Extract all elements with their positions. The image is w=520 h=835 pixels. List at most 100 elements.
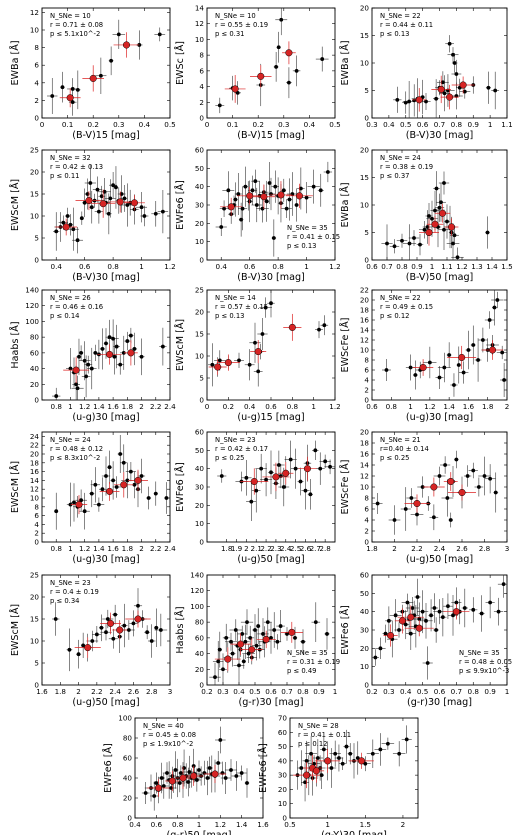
data-point [197, 768, 201, 772]
binned-point [154, 784, 163, 792]
data-point [100, 347, 105, 351]
binned-point [431, 220, 439, 228]
data-point [84, 374, 88, 379]
x-axis-label: (B-V)15 [mag] [72, 130, 140, 141]
x-tick-label: 3 [505, 544, 510, 553]
data-point [118, 362, 123, 367]
data-point [61, 220, 66, 225]
data-point [75, 238, 80, 243]
x-tick-label: 0.4 [304, 120, 316, 129]
x-tick-label: 1 [408, 402, 413, 411]
data-point [439, 200, 443, 205]
y-axis-label: EWScM [Å] [8, 461, 21, 513]
plot-frame [41, 289, 171, 401]
x-tick-label: 2.5 [290, 544, 301, 553]
x-tick-label: 0.7 [381, 262, 392, 271]
data-point [95, 187, 100, 192]
x-tick-label: 1 [430, 262, 435, 271]
x-tick-label: 0.8 [297, 687, 309, 696]
data-point [278, 624, 283, 628]
data-point [75, 386, 80, 391]
data-point [243, 184, 248, 189]
data-point [226, 188, 231, 193]
y-tick-label: 40 [195, 182, 205, 191]
data-point [476, 485, 481, 489]
data-point [230, 651, 235, 656]
y-tick-label: 0 [199, 396, 204, 405]
y-tick-label: 30 [195, 483, 205, 492]
data-point [154, 781, 159, 785]
binned-point [437, 85, 445, 93]
binned-point [250, 477, 258, 486]
x-tick-label: 1.8 [122, 402, 134, 411]
data-point [370, 751, 375, 756]
data-point [476, 358, 480, 362]
plot-frame [41, 149, 171, 261]
data-point [153, 211, 158, 216]
data-point [437, 474, 442, 478]
data-point [85, 192, 90, 196]
data-point [403, 622, 408, 627]
y-axis-label: EWBa [Å] [338, 40, 351, 85]
data-point [313, 448, 318, 453]
x-tick-label: 2.3 [270, 544, 281, 553]
x-axis-label: (g-r)30 [mag] [407, 697, 472, 708]
data-point [236, 192, 241, 196]
x-tick-label: 0.5 [417, 687, 428, 696]
data-point [407, 241, 412, 246]
data-point [417, 617, 422, 621]
x-tick-label: 0.4 [216, 262, 228, 271]
y-tick-label: 120 [190, 586, 204, 595]
data-point [488, 600, 493, 605]
binned-point [231, 85, 239, 93]
binned-point [272, 473, 280, 481]
x-tick-label: 0.8 [468, 687, 480, 696]
y-tick-label: 50 [195, 164, 205, 173]
y-tick-label: 6 [34, 511, 39, 520]
data-point [471, 607, 476, 612]
y-tick-label: 80 [195, 618, 205, 627]
data-point [333, 751, 338, 756]
binned-point [214, 363, 222, 371]
y-tick-label: 10 [360, 346, 370, 355]
binned-point [168, 777, 176, 785]
binned-point [415, 96, 423, 104]
data-point [54, 229, 59, 234]
data-point [287, 80, 291, 85]
y-tick-label: 30 [195, 201, 205, 210]
y-tick-label: 8 [34, 43, 39, 52]
data-point [222, 206, 226, 211]
data-point [404, 737, 409, 742]
data-point [253, 628, 257, 632]
data-point [425, 661, 430, 665]
x-tick-label: 1.4 [236, 820, 248, 829]
data-point [106, 211, 111, 216]
data-point [54, 394, 59, 398]
data-point [261, 632, 265, 636]
data-point [311, 184, 316, 189]
data-point [493, 88, 498, 93]
x-tick-label: 0 [40, 120, 45, 129]
data-point [74, 382, 79, 387]
data-point [348, 751, 353, 756]
data-point [274, 65, 279, 69]
data-point [415, 595, 420, 599]
stats-annotation: N_SNe = 22 [380, 294, 421, 302]
data-point [454, 457, 459, 462]
y-tick-label: 14 [360, 461, 370, 470]
y-tick-label: 10 [30, 494, 40, 503]
data-point [254, 643, 259, 648]
data-point [256, 369, 261, 374]
data-point [395, 97, 400, 102]
x-tick-label: 2 [401, 820, 406, 829]
data-point [318, 188, 323, 193]
x-tick-label: 0.6 [366, 262, 378, 271]
y-axis-label: EWScFe [Å] [338, 460, 351, 515]
y-axis-label: EWFe6 [Å] [338, 605, 351, 655]
data-point [88, 181, 93, 185]
data-point [434, 628, 439, 632]
data-point [437, 205, 442, 210]
data-point [122, 196, 127, 201]
data-point [480, 338, 485, 342]
data-point [493, 490, 498, 495]
